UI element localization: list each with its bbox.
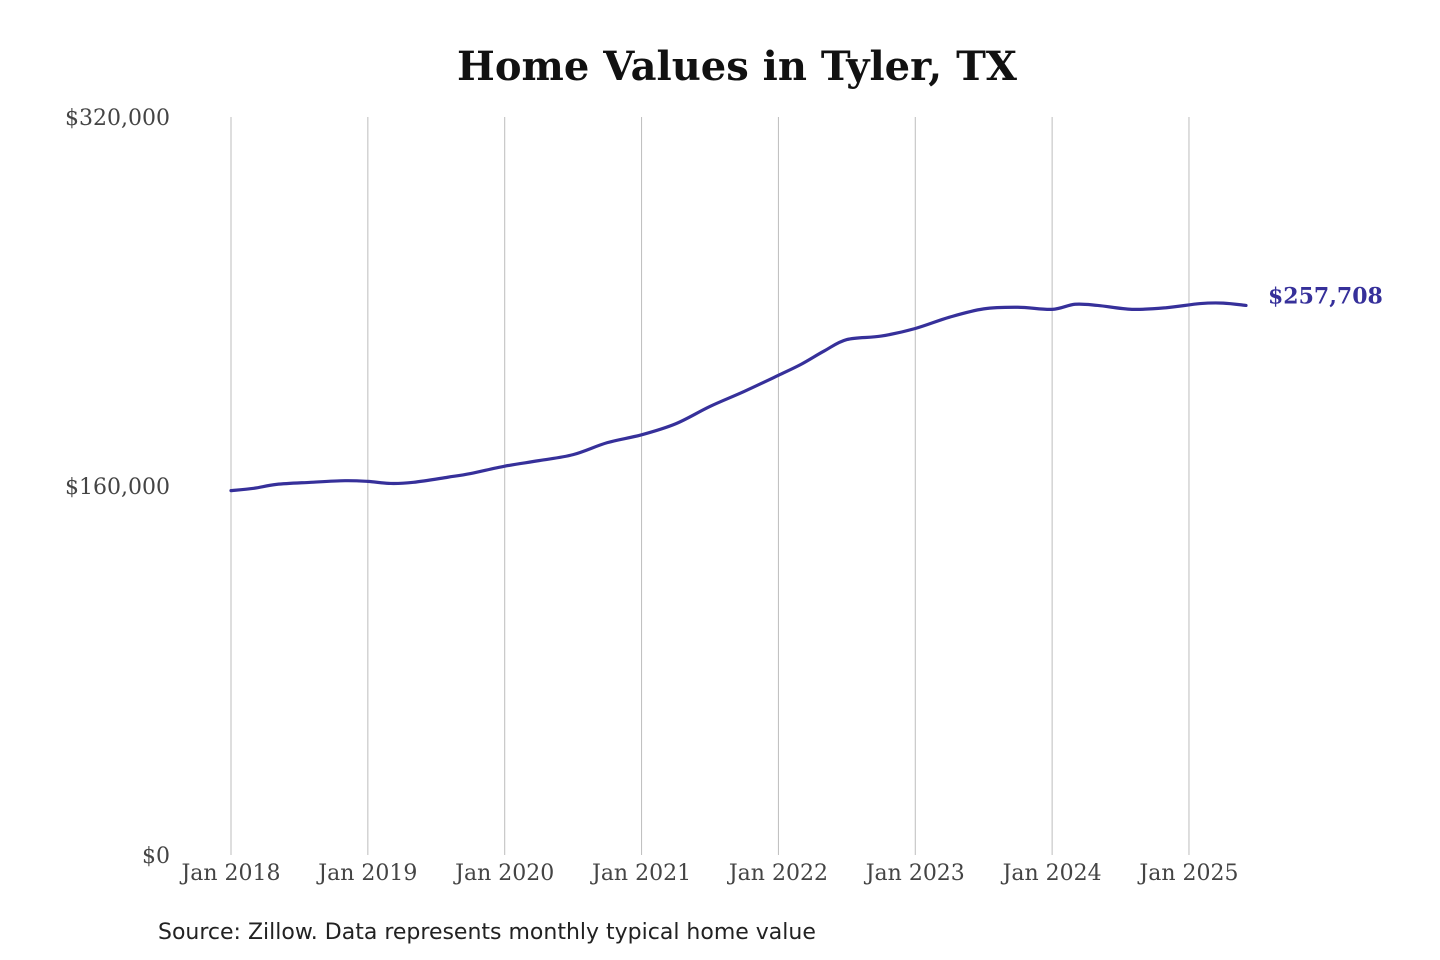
chart-title: Home Values in Tyler, TX (457, 43, 1017, 90)
x-tick-label: Jan 2019 (316, 861, 417, 886)
x-tick-label: Jan 2020 (453, 861, 554, 886)
y-tick-label: $160,000 (65, 475, 170, 500)
x-tick-label: Jan 2021 (590, 861, 691, 886)
x-axis-tick-labels: Jan 2018 Jan 2019 Jan 2020 Jan 2021 Jan 2022… (179, 861, 1238, 886)
x-tick-label: Jan 2024 (1001, 861, 1102, 886)
x-tick-label: Jan 2025 (1137, 861, 1238, 886)
series-layer: $257,708 (229, 283, 1383, 493)
y-tick-label: $0 (142, 844, 170, 869)
x-tick-label: Jan 2022 (727, 861, 828, 886)
home-value-line (229, 301, 1248, 493)
y-tick-label: $320,000 (65, 106, 170, 131)
vertical-gridlines (230, 117, 1190, 855)
x-tick-label: Jan 2018 (179, 861, 280, 886)
y-axis-tick-labels: $0 $160,000 $320,000 (65, 106, 170, 869)
end-value-label: $257,708 (1268, 283, 1383, 309)
x-tick-label: Jan 2023 (864, 861, 965, 886)
source-note: Source: Zillow. Data represents monthly … (158, 920, 816, 945)
